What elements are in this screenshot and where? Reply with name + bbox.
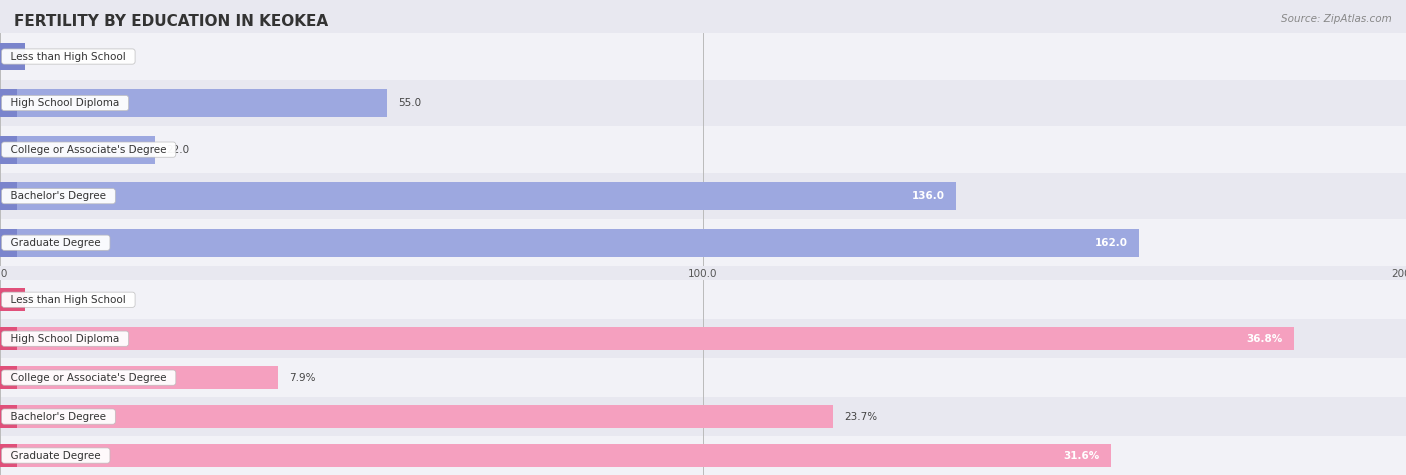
Bar — [0, 288, 25, 312]
Bar — [0, 136, 155, 163]
Bar — [0, 397, 1406, 436]
Text: Graduate Degree: Graduate Degree — [4, 238, 107, 248]
Text: 36.8%: 36.8% — [1246, 333, 1282, 344]
Text: College or Associate's Degree: College or Associate's Degree — [4, 144, 173, 155]
Bar — [0, 436, 1406, 475]
Text: 23.7%: 23.7% — [844, 411, 877, 422]
Text: Graduate Degree: Graduate Degree — [4, 450, 107, 461]
Text: College or Associate's Degree: College or Associate's Degree — [4, 372, 173, 383]
Text: 7.9%: 7.9% — [290, 372, 315, 383]
Text: 162.0: 162.0 — [1095, 238, 1128, 248]
Text: Bachelor's Degree: Bachelor's Degree — [4, 411, 112, 422]
Bar — [0, 89, 387, 117]
Bar — [0, 126, 1406, 173]
Bar — [0, 405, 17, 428]
Bar — [0, 182, 956, 210]
Bar — [0, 280, 1406, 319]
Bar — [0, 182, 17, 210]
Bar — [0, 229, 17, 256]
Text: High School Diploma: High School Diploma — [4, 98, 127, 108]
Bar — [0, 444, 17, 467]
Text: 0.0: 0.0 — [11, 51, 28, 62]
Bar — [0, 80, 1406, 126]
Text: 22.0: 22.0 — [166, 144, 188, 155]
Text: FERTILITY BY EDUCATION IN KEOKEA: FERTILITY BY EDUCATION IN KEOKEA — [14, 14, 328, 29]
Bar — [0, 219, 1406, 266]
Bar — [0, 358, 1406, 397]
Bar — [0, 136, 17, 163]
Text: 55.0: 55.0 — [398, 98, 420, 108]
Text: 0.0%: 0.0% — [11, 294, 38, 305]
Bar — [0, 327, 1294, 351]
Text: Less than High School: Less than High School — [4, 294, 132, 305]
Text: Bachelor's Degree: Bachelor's Degree — [4, 191, 112, 201]
Bar — [0, 319, 1406, 358]
Bar — [0, 89, 17, 117]
Bar — [0, 33, 1406, 80]
Bar — [0, 366, 278, 389]
Bar — [0, 444, 1111, 467]
Text: 136.0: 136.0 — [912, 191, 945, 201]
Bar — [0, 327, 17, 351]
Bar — [0, 405, 832, 428]
Text: Less than High School: Less than High School — [4, 51, 132, 62]
Bar — [0, 366, 17, 389]
Text: High School Diploma: High School Diploma — [4, 333, 127, 344]
Bar — [0, 229, 1139, 256]
Bar — [0, 43, 25, 70]
Text: 31.6%: 31.6% — [1063, 450, 1099, 461]
Text: Source: ZipAtlas.com: Source: ZipAtlas.com — [1281, 14, 1392, 24]
Bar — [0, 173, 1406, 219]
